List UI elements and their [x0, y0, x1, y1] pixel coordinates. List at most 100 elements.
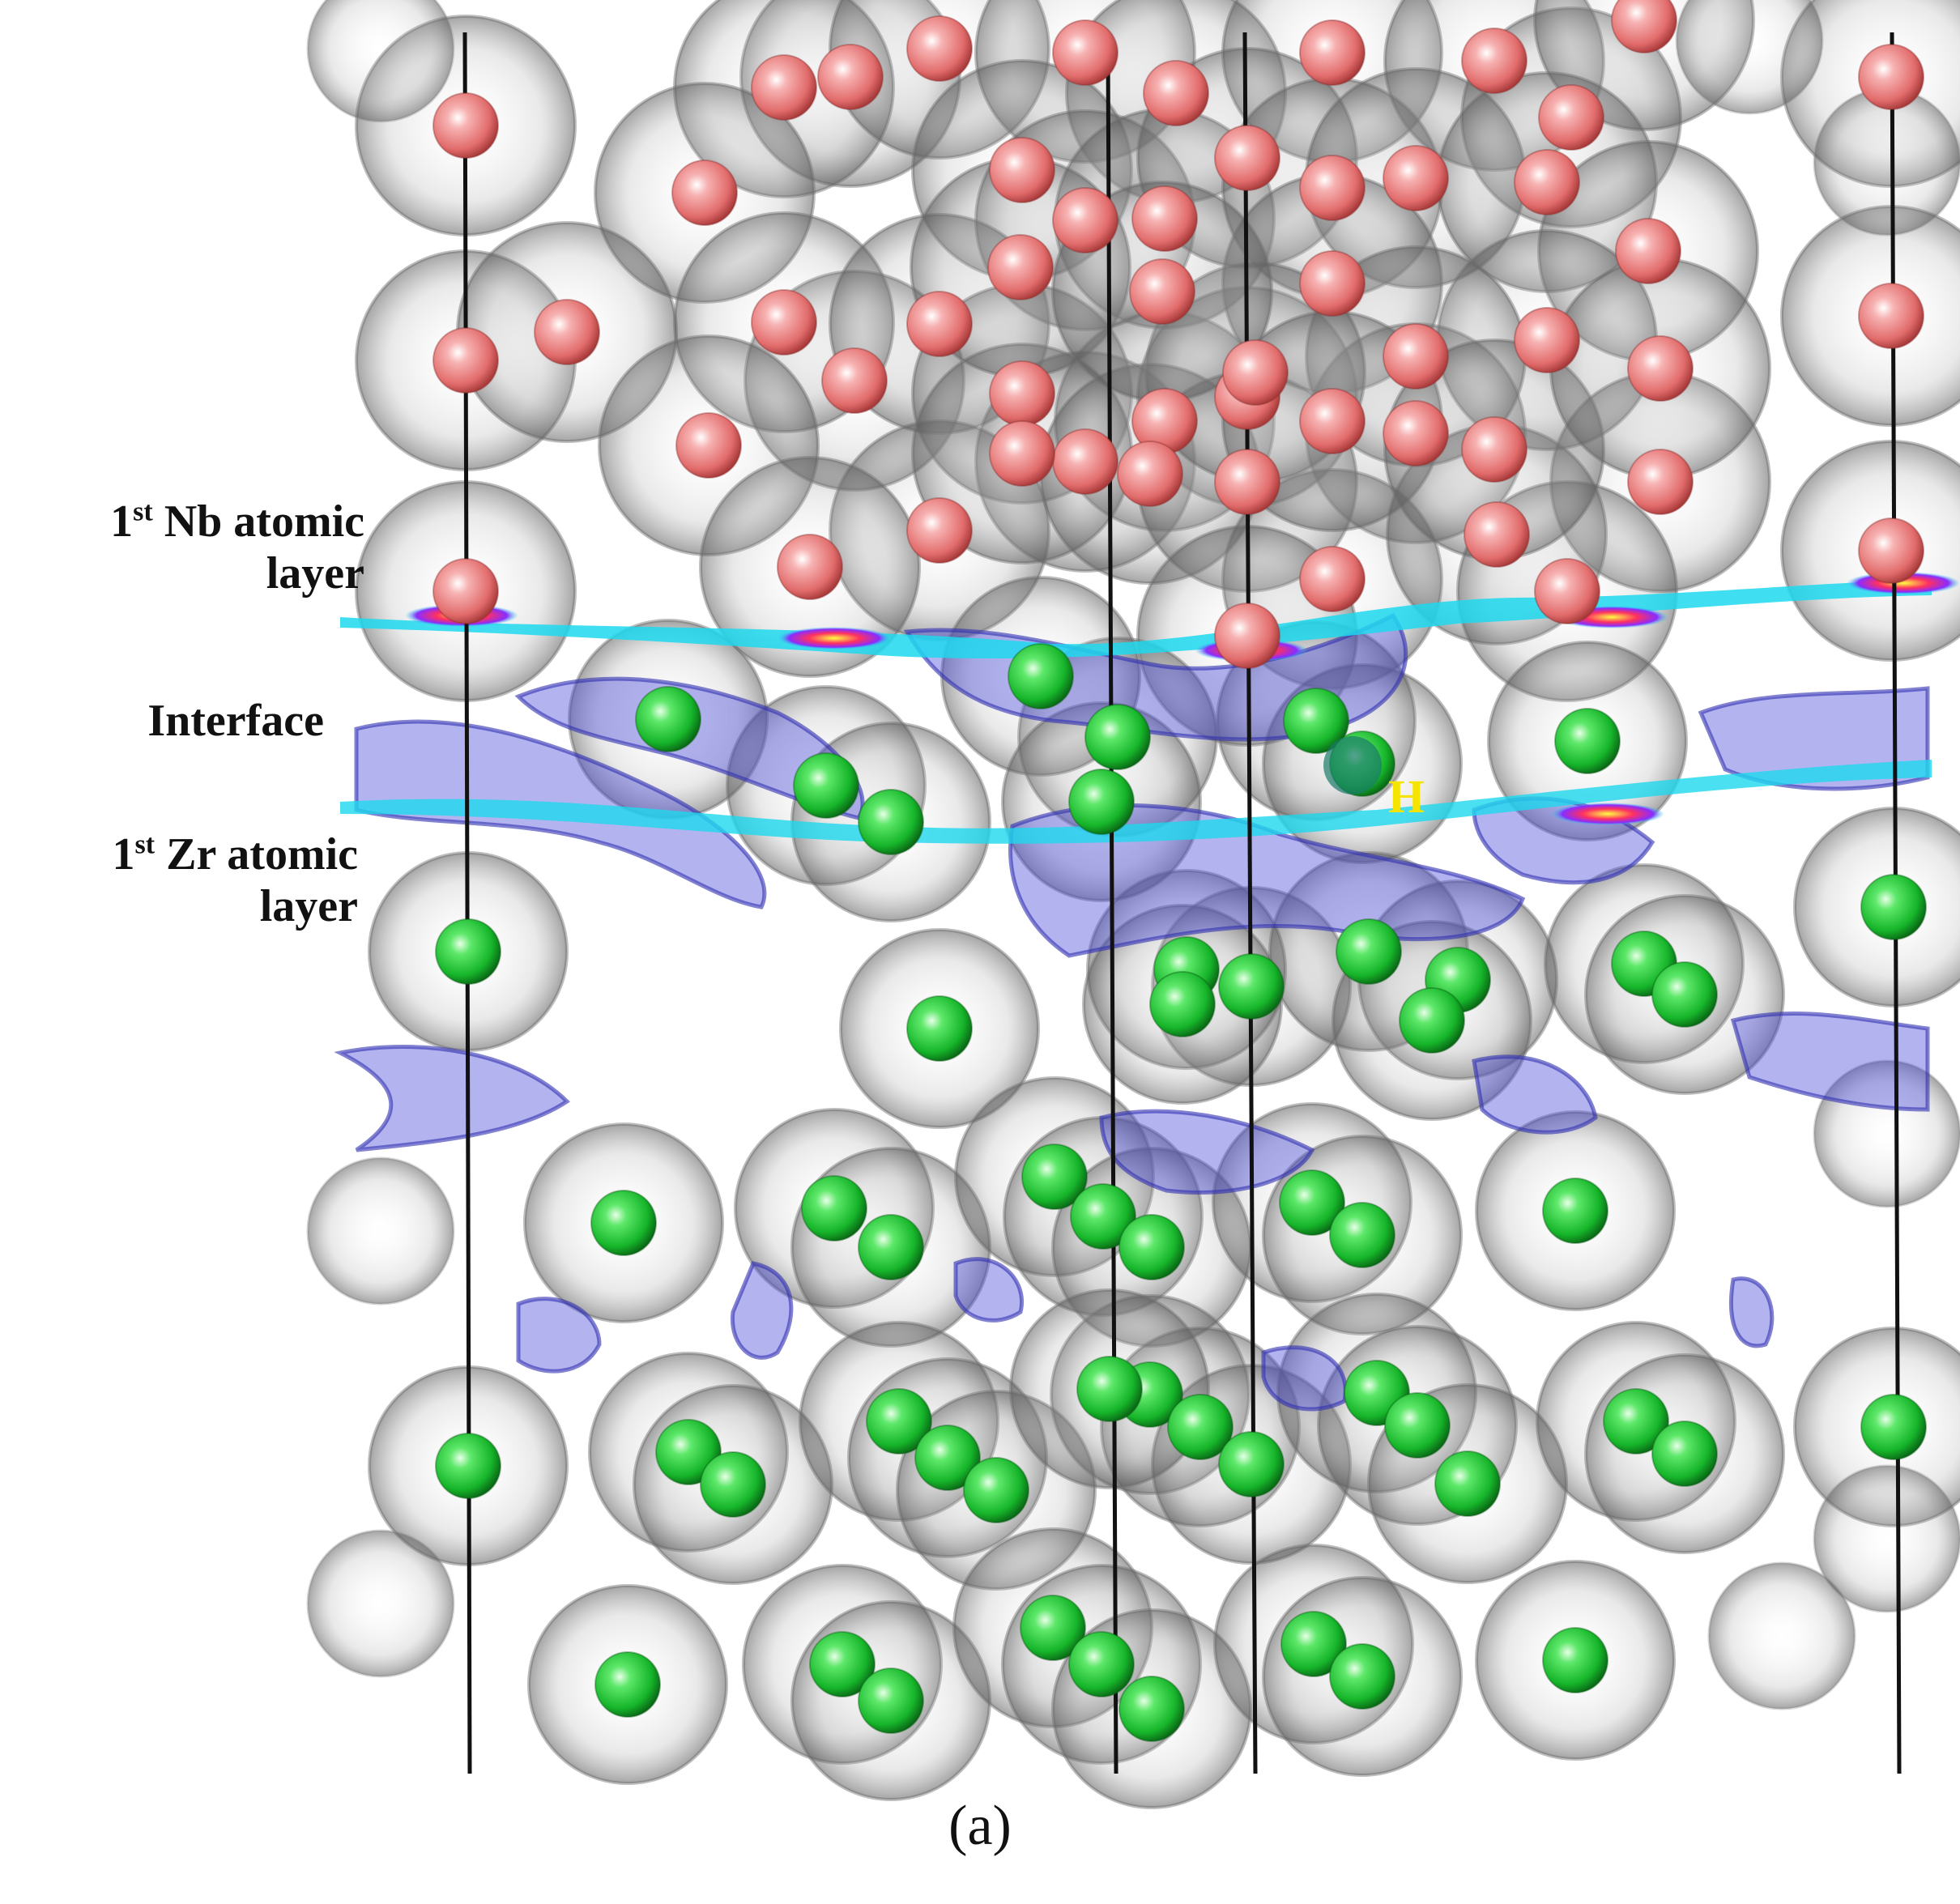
nb-atom [1627, 335, 1694, 402]
hydrogen-label: H [1388, 770, 1425, 823]
nb-atom [1858, 518, 1924, 584]
charge-difference-lobe [953, 1257, 1024, 1323]
zr-atom [1008, 643, 1074, 709]
zr-atom [635, 686, 701, 752]
nb-atom [987, 234, 1054, 300]
edge-charge-shell [1813, 87, 1960, 236]
zr-atom [1860, 874, 1927, 940]
zr-atom [858, 1668, 924, 1734]
density-contour-ring [1551, 803, 1664, 825]
nb-atom [1858, 44, 1924, 110]
label-first-zr-atomic-layer: 1st Zr atomic layer [24, 828, 358, 932]
nb-atom [1383, 145, 1449, 211]
nb-layer-line2: layer [266, 548, 364, 598]
figure-caption: (a) [948, 1795, 1012, 1857]
nb-atom [1615, 218, 1681, 284]
nb-atom [1143, 60, 1209, 126]
zr-atom [1651, 961, 1718, 1028]
zr-atom [1068, 769, 1135, 835]
charge-difference-lobe [516, 1297, 602, 1374]
interface-text: Interface [147, 696, 324, 746]
nb-atom [1627, 449, 1694, 515]
hydrogen-site-atom [1323, 736, 1382, 794]
nb-atom [1858, 283, 1924, 349]
nb-atom [1299, 19, 1366, 86]
charge-difference-lobe [1099, 1109, 1315, 1195]
zr-atom [1554, 708, 1621, 774]
nb-atom [534, 299, 600, 365]
charge-difference-lobe [1008, 803, 1526, 958]
label-first-nb-atomic-layer: 1st Nb atomic layer [24, 496, 364, 599]
zr-atom [1329, 1202, 1395, 1268]
zr-atom [1218, 953, 1285, 1020]
zr-atom [793, 752, 859, 819]
zr-layer-line2: layer [259, 881, 358, 931]
zr-atom [906, 995, 973, 1062]
zr-atom [1329, 1643, 1395, 1710]
nb-atom [1299, 388, 1366, 454]
zr-layer-prefix: 1 [112, 829, 135, 880]
zr-atom [1167, 1394, 1234, 1460]
nb-atom [1214, 125, 1280, 191]
zr-atom [1542, 1627, 1608, 1693]
charge-difference-lobe [1261, 1345, 1348, 1412]
nb-atom [1052, 19, 1118, 86]
zr-atom [1076, 1356, 1143, 1422]
edge-charge-shell [1707, 1561, 1856, 1710]
zr-atom [655, 1419, 722, 1485]
zr-atom [858, 1214, 924, 1280]
edge-charge-shell [1813, 1464, 1960, 1613]
nb-atom [432, 558, 499, 624]
nb-atom [1214, 449, 1280, 515]
nb-atom [1299, 155, 1366, 221]
nb-atom [1534, 558, 1600, 624]
nb-atom [777, 534, 843, 600]
zr-atom [1651, 1421, 1718, 1487]
zr-atom [435, 1433, 501, 1499]
zr-atom [435, 918, 501, 985]
zr-atom [590, 1190, 657, 1256]
zr-atom [1118, 1676, 1185, 1742]
zr-atom [1070, 1183, 1136, 1250]
zr-atom [1280, 1611, 1347, 1677]
atoms [432, 0, 1927, 1742]
nb-atom [1611, 0, 1677, 53]
zr-atom [594, 1651, 661, 1718]
nb-atom [821, 347, 888, 414]
nb-atom [1299, 250, 1366, 317]
nb-atom [1131, 185, 1198, 252]
nb-atom [1052, 428, 1118, 495]
zr-atom [1603, 1388, 1669, 1455]
cell-boundary-line [1106, 48, 1118, 1774]
nb-atom [432, 327, 499, 394]
nb-atom [1052, 187, 1118, 253]
nb-atom [989, 360, 1055, 427]
density-contour-ring [778, 627, 891, 650]
zr-atom [1084, 704, 1151, 770]
zr-atom [801, 1175, 867, 1242]
nb-atom [989, 137, 1055, 203]
edge-charge-shell [1675, 0, 1824, 115]
nb-atom [1514, 307, 1580, 373]
zr-atom [1434, 1450, 1501, 1517]
zr-atom [1118, 1214, 1185, 1280]
nb-atom [989, 420, 1055, 487]
zr-atom [1021, 1144, 1088, 1210]
charge-difference-lobe [334, 1045, 570, 1152]
charge-difference-lobe [1472, 1054, 1598, 1135]
zr-atom [809, 1631, 876, 1697]
nb-atom [751, 289, 817, 356]
nb-layer-plane [340, 580, 1932, 659]
nb-atom [675, 412, 742, 479]
nb-layer-prefix: 1 [110, 496, 134, 547]
zr-atom [700, 1451, 766, 1518]
nb-atom [1117, 441, 1183, 507]
nb-atom [1299, 546, 1366, 612]
charge-difference-lobe [1730, 1011, 1930, 1112]
nb-atom [1538, 84, 1604, 151]
nb-atom [906, 497, 973, 564]
nb-layer-line1: Nb atomic [152, 496, 364, 547]
zr-atom [866, 1388, 932, 1455]
zr-atom [1283, 688, 1349, 754]
